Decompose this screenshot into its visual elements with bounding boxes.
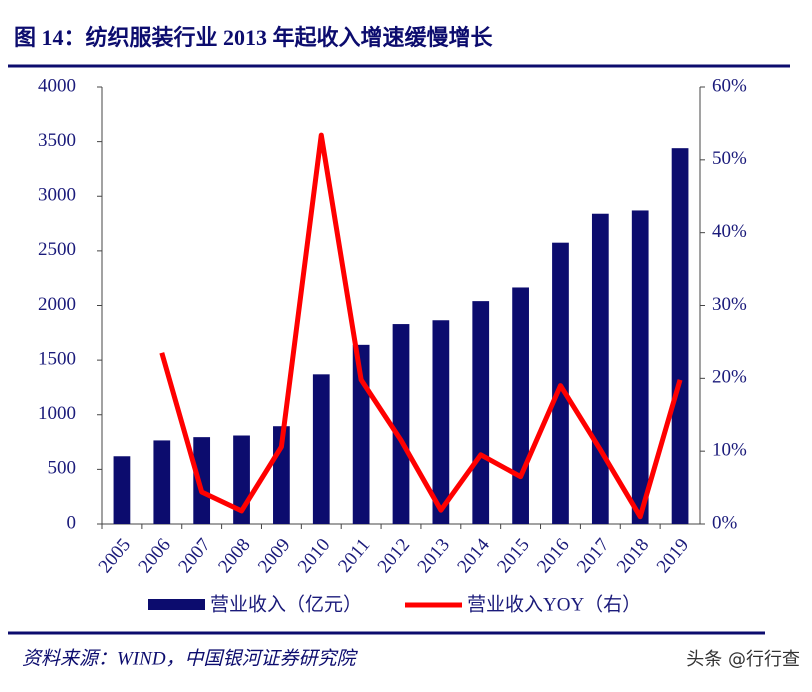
x-tick-label: 2013 xyxy=(414,535,455,578)
x-tick-label: 2019 xyxy=(653,535,694,578)
bar xyxy=(671,148,689,524)
y2-tick-label: 10% xyxy=(712,440,747,461)
y-tick-label: 2500 xyxy=(38,239,76,260)
x-tick-label: 2010 xyxy=(294,535,335,578)
source: 资料来源：WIND，中国银河证券研究院 xyxy=(22,647,359,669)
x-tick-label: 2008 xyxy=(214,535,255,578)
y2-tick-label: 60% xyxy=(712,75,747,96)
x-tick-label: 2012 xyxy=(374,535,415,578)
line xyxy=(159,132,683,520)
chart-title: 图 14：纺织服装行业 2013 年起收入增速缓慢增长 xyxy=(14,25,494,50)
x-tick-label: 2017 xyxy=(573,535,614,578)
y-tick-label: 4000 xyxy=(38,75,76,96)
bar xyxy=(591,213,609,525)
y-tick-label: 3500 xyxy=(38,130,76,151)
y2-tick-label: 30% xyxy=(712,294,747,315)
x-tick-label: 2007 xyxy=(174,535,215,578)
y-tick-label: 3000 xyxy=(38,185,76,206)
y-tick-label: 500 xyxy=(48,458,77,479)
x-tick-label: 2005 xyxy=(95,535,136,578)
bar xyxy=(472,301,490,524)
x-tick-label: 2006 xyxy=(134,535,175,578)
legend-swatch xyxy=(148,599,205,610)
bar xyxy=(153,440,171,524)
bar xyxy=(312,374,330,524)
legend-label: 营业收入（亿元） xyxy=(210,593,362,615)
bar xyxy=(392,324,410,524)
bar xyxy=(432,320,450,524)
watermark: 头条 @行行查 xyxy=(686,649,800,670)
x-tick-label: 2015 xyxy=(493,535,534,578)
y-tick-label: 2000 xyxy=(38,294,76,315)
bar xyxy=(113,456,131,524)
y-tick-label: 1000 xyxy=(38,403,76,424)
bar xyxy=(512,287,529,524)
y2-tick-label: 0% xyxy=(712,512,738,533)
x-tick-label: 2018 xyxy=(613,535,654,578)
y-tick-label: 0 xyxy=(67,512,77,533)
x-tick-label: 2011 xyxy=(334,535,374,577)
x-tick-label: 2009 xyxy=(254,535,295,578)
y2-tick-label: 50% xyxy=(712,148,747,169)
y2-tick-label: 40% xyxy=(712,221,747,242)
x-tick-label: 2016 xyxy=(533,535,574,578)
y2-tick-label: 20% xyxy=(712,367,747,388)
y-tick-label: 1500 xyxy=(38,348,76,369)
bar xyxy=(631,210,649,524)
x-tick-label: 2014 xyxy=(453,534,494,577)
legend-label: 营业收入YOY（右） xyxy=(467,593,641,615)
bar xyxy=(193,437,211,524)
